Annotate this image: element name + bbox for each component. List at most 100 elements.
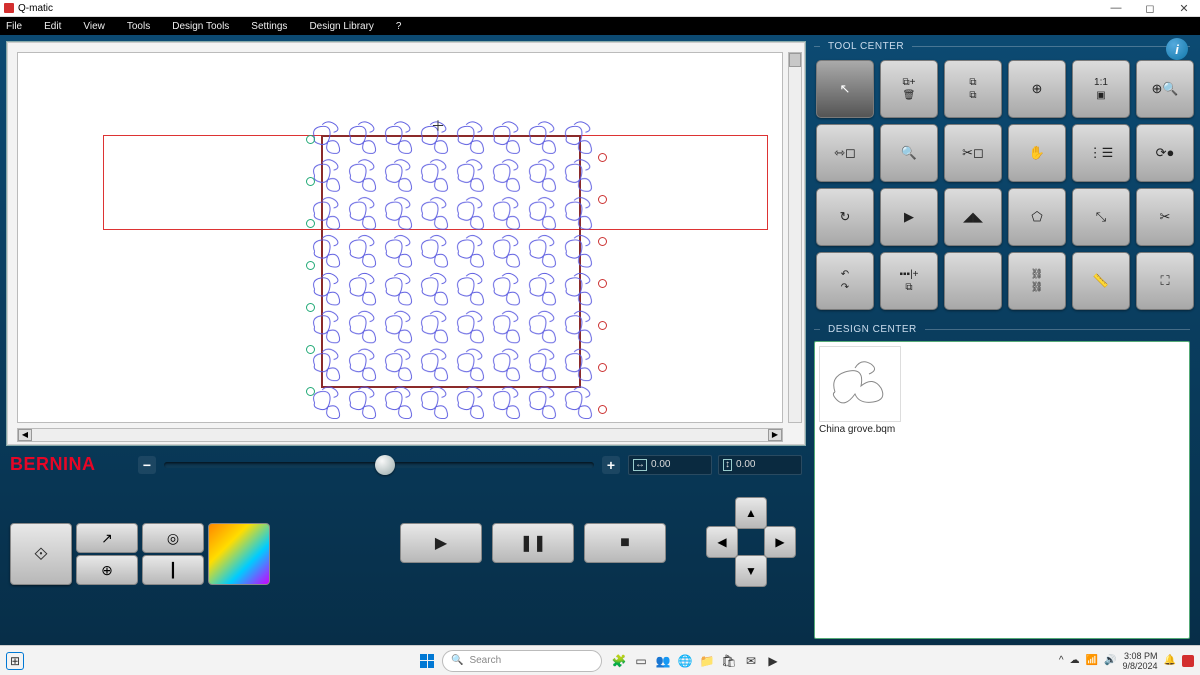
titlebar: Q-matic — ◻ ✕ — [0, 0, 1200, 17]
dpad-left[interactable]: ◀ — [706, 526, 738, 558]
menu-settings[interactable]: Settings — [251, 21, 287, 32]
arrow-button[interactable]: ↗ — [76, 523, 138, 553]
stop-button[interactable]: ■ — [584, 523, 666, 563]
menubar: File Edit View Tools Design Tools Settin… — [0, 17, 1200, 35]
tool-cut[interactable]: ✂ — [1136, 188, 1194, 246]
dpad-up[interactable]: ▲ — [735, 497, 767, 529]
tool-ruler[interactable]: 📏 — [1072, 252, 1130, 310]
tool-fit[interactable]: 1:1▣ — [1072, 60, 1130, 118]
start-marker — [306, 387, 315, 396]
tool-list[interactable]: ⋮☰ — [1072, 124, 1130, 182]
transport-row: ⟐ ↗ ⊕ ◎ ┃ ▶ ❚❚ ■ ▲ ▼ ◀ ▶ — [6, 483, 806, 641]
dpad-right[interactable]: ▶ — [764, 526, 796, 558]
maximize-button[interactable]: ◻ — [1138, 2, 1162, 15]
target-button[interactable]: ◎ — [142, 523, 204, 553]
tool-rotate[interactable]: ↻ — [816, 188, 874, 246]
taskbar-app-2[interactable]: 👥 — [654, 652, 672, 670]
end-marker — [598, 405, 607, 414]
taskbar-app-3[interactable]: 🌐 — [676, 652, 694, 670]
menu-design-tools[interactable]: Design Tools — [172, 21, 229, 32]
taskbar-app-6[interactable]: ✉ — [742, 652, 760, 670]
tool-crop-tool[interactable]: ✂◻ — [944, 124, 1002, 182]
brand-logo: BERNINA — [10, 454, 130, 475]
needle-button[interactable]: ┃ — [142, 555, 204, 585]
menu-file[interactable]: File — [6, 21, 22, 32]
design-center[interactable]: China grove.bqm — [814, 341, 1190, 639]
crosshair-icon: ＋ — [431, 116, 445, 136]
minimize-button[interactable]: — — [1104, 2, 1128, 15]
canvas-frame: ＋ ◀▶ — [6, 41, 806, 446]
menu-help[interactable]: ? — [396, 21, 402, 32]
tray-app-icon[interactable] — [1182, 655, 1194, 667]
tool-grid: ↖⧉+🗑⧉⧉⊕1:1▣⊕🔍⇿◻🔍✂◻✋⋮☰⟳●↻▶◢◣⬠⤡✂↶↷▪▪▪|+⧉⛓⛓… — [814, 58, 1190, 312]
coord-x: ↔0.00 — [628, 455, 712, 475]
tray-notif-icon[interactable]: 🔔 — [1164, 655, 1176, 666]
taskbar-app-7[interactable]: ▶ — [764, 652, 782, 670]
tool-link[interactable]: ⛓⛓ — [1008, 252, 1066, 310]
tool-center-header: TOOL CENTER — [814, 41, 1190, 52]
tool-magnify[interactable]: 🔍 — [880, 124, 938, 182]
design-bounds[interactable] — [321, 135, 581, 388]
color-preview[interactable] — [208, 523, 270, 585]
taskbar-app-0[interactable]: 🧩 — [610, 652, 628, 670]
vertical-scrollbar[interactable] — [788, 52, 802, 423]
tray-cloud-icon[interactable]: ☁ — [1070, 655, 1080, 666]
play-button[interactable]: ▶ — [400, 523, 482, 563]
start-marker — [306, 345, 315, 354]
coord-y: ↕0.00 — [718, 455, 802, 475]
tool-expand[interactable]: ⛶ — [1136, 252, 1194, 310]
taskbar-app-1[interactable]: ▭ — [632, 652, 650, 670]
tool-zoom-in[interactable]: ⊕🔍 — [1136, 60, 1194, 118]
tool-polygon[interactable]: ⬠ — [1008, 188, 1066, 246]
center-button[interactable]: ⊕ — [76, 555, 138, 585]
tool-flip[interactable]: ◢◣ — [944, 188, 1002, 246]
tool-blank1[interactable] — [944, 252, 1002, 310]
start-button[interactable] — [420, 654, 434, 668]
tool-target[interactable]: ⊕ — [1008, 60, 1066, 118]
menu-tools[interactable]: Tools — [127, 21, 150, 32]
design-center-header: DESIGN CENTER — [814, 324, 1190, 335]
zoom-out-button[interactable]: − — [138, 456, 156, 474]
taskbar-search[interactable]: 🔍Search — [442, 650, 602, 672]
menu-edit[interactable]: Edit — [44, 21, 61, 32]
tool-pan[interactable]: ✋ — [1008, 124, 1066, 182]
start-marker — [306, 303, 315, 312]
crop-button[interactable]: ⟐ — [10, 523, 72, 585]
tray-volume-icon[interactable]: 🔊 — [1104, 655, 1116, 666]
end-marker — [598, 195, 607, 204]
tool-undo[interactable]: ↶↷ — [816, 252, 874, 310]
dpad-down[interactable]: ▼ — [735, 555, 767, 587]
taskbar-app-4[interactable]: 📁 — [698, 652, 716, 670]
tool-join[interactable]: ▪▪▪|+⧉ — [880, 252, 938, 310]
tool-resize[interactable]: ⇿◻ — [816, 124, 874, 182]
tool-record[interactable]: ⟳● — [1136, 124, 1194, 182]
start-marker — [306, 219, 315, 228]
widgets-icon[interactable]: ⊞ — [6, 652, 24, 670]
end-marker — [598, 237, 607, 246]
taskbar-clock[interactable]: 3:08 PM9/8/2024 — [1123, 651, 1158, 671]
zoom-in-button[interactable]: + — [602, 456, 620, 474]
design-thumbnail[interactable] — [819, 346, 901, 422]
start-marker — [306, 177, 315, 186]
end-marker — [598, 153, 607, 162]
tray-chevron[interactable]: ^ — [1059, 655, 1064, 666]
tool-copy[interactable]: ⧉+🗑 — [880, 60, 938, 118]
tool-stack[interactable]: ⧉⧉ — [944, 60, 1002, 118]
tool-play-r[interactable]: ▶ — [880, 188, 938, 246]
horizontal-scrollbar[interactable]: ◀▶ — [17, 428, 783, 442]
canvas[interactable]: ＋ — [17, 52, 783, 423]
tool-select[interactable]: ↖ — [816, 60, 874, 118]
info-button[interactable]: i — [1166, 38, 1188, 60]
end-marker — [598, 279, 607, 288]
menu-design-library[interactable]: Design Library — [309, 21, 373, 32]
window-controls: — ◻ ✕ — [1104, 2, 1196, 15]
pause-button[interactable]: ❚❚ — [492, 523, 574, 563]
zoom-slider[interactable] — [164, 462, 594, 468]
menu-view[interactable]: View — [83, 21, 105, 32]
window-title: Q-matic — [18, 3, 53, 14]
tool-path[interactable]: ⤡ — [1072, 188, 1130, 246]
zoom-thumb[interactable] — [375, 455, 395, 475]
close-button[interactable]: ✕ — [1172, 2, 1196, 15]
taskbar-app-5[interactable]: 🛍 — [720, 652, 738, 670]
tray-wifi-icon[interactable]: 📶 — [1086, 655, 1098, 666]
